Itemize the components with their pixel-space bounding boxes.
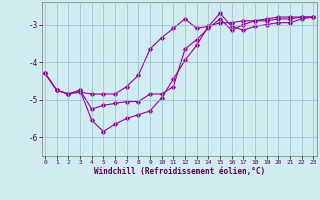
X-axis label: Windchill (Refroidissement éolien,°C): Windchill (Refroidissement éolien,°C) [94,167,265,176]
